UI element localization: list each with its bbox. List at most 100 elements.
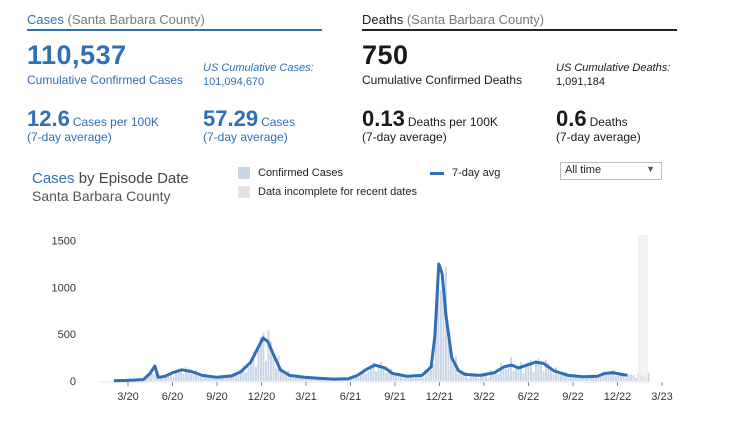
confirmed-bar [172,376,175,381]
confirmed-bar [635,378,637,381]
confirmed-bar [207,376,210,381]
confirmed-bar [480,373,482,381]
cases-avg-unit: Cases [261,115,296,129]
confirmed-bar [367,370,370,381]
confirmed-bar [582,375,585,381]
confirmed-bar [415,375,417,381]
x-tick-label: 12/20 [248,391,276,403]
confirmed-bar [522,372,525,381]
confirmed-bar [550,369,552,381]
legend-avg-line [430,172,444,175]
cases-title: Cases [27,12,64,27]
x-tick-label: 9/21 [384,391,405,403]
confirmed-bar [467,377,470,381]
cases-per100k-unit: Cases per 100K [72,115,159,129]
confirmed-bar [267,330,270,381]
confirmed-bar [572,375,575,381]
deaths-avg: 0.6 Deaths [556,107,628,134]
x-tick-label: 12/21 [426,391,454,403]
confirmed-bar [437,288,440,381]
confirmed-bar [610,371,612,381]
confirmed-bar [510,357,512,381]
confirmed-bar [585,375,587,381]
confirmed-bar [390,368,392,381]
confirmed-bar [602,371,605,381]
seven-day-avg-line [113,262,628,383]
cases-avg-sub: (7-day average) [203,130,288,144]
deaths-per100k-sub: (7-day average) [362,130,447,144]
chart-title-rest: by Episode Date [78,170,189,187]
confirmed-bar [165,376,167,381]
confirmed-bar [567,375,570,381]
confirmed-bar [605,375,607,381]
legend-confirmed-swatch [238,167,250,179]
confirmed-bar [350,378,352,381]
confirmed-bar [512,370,515,381]
legend-incomplete-swatch [238,186,250,198]
confirmed-bar [535,359,537,381]
confirmed-bar [245,372,247,381]
confirmed-bar [305,377,307,381]
confirmed-bar [290,376,292,381]
confirmed-bar [272,352,275,381]
confirmed-bar [180,371,182,381]
confirmed-bar [647,372,650,381]
confirmed-bar [247,366,250,381]
deaths-title: Deaths [362,12,404,27]
confirmed-bar [355,376,357,381]
confirmed-bar [147,375,150,381]
confirmed-bar [280,368,282,381]
confirmed-bar [495,373,497,381]
legend-confirmed-label: Confirmed Cases [258,167,343,179]
confirmed-bar [427,368,430,381]
deaths-avg-sub: (7-day average) [556,130,641,144]
confirmed-bar [515,368,517,381]
time-range-select[interactable]: All time ▼ [560,162,662,180]
confirmed-bar [395,375,397,381]
confirmed-bar [392,374,395,381]
confirmed-bar [627,374,630,381]
incomplete-data-region [638,235,648,381]
confirmed-bar [237,375,240,381]
cases-per100k: 12.6 Cases per 100K [27,107,159,134]
deaths-total: 750 [362,40,409,70]
confirmed-bar [387,368,390,381]
cases-chart: 0 500 1000 1500 3/20 6/20 9/20 12/20 3/21 6/21 9/2… [52,235,673,403]
confirmed-bar [302,377,305,381]
confirmed-bar [382,366,385,381]
us-cases-label: US Cumulative Cases: [203,62,314,74]
confirmed-bar [612,369,615,381]
confirmed-bar [475,373,477,381]
confirmed-bar [405,376,407,381]
confirmed-bar [490,370,492,381]
confirmed-bar [407,374,410,381]
confirmed-bar [620,372,622,381]
y-tick-label: 1500 [52,236,76,248]
confirmed-bar [462,372,465,381]
cases-per100k-sub: (7-day average) [27,130,112,144]
confirmed-bar [282,372,285,381]
confirmed-bar [360,373,362,381]
confirmed-bar [195,369,197,381]
confirmed-bar [225,376,227,381]
chart-subtitle: Santa Barbara County [32,188,171,204]
confirmed-bar [187,369,190,381]
confirmed-bar [417,374,420,381]
confirmed-bar [625,377,627,381]
confirmed-bar [615,376,617,381]
confirmed-bar [450,351,452,381]
confirmed-bar [377,366,380,381]
confirmed-bar [410,375,412,381]
confirmed-bar [492,372,495,381]
chart-title-accent: Cases [32,170,75,187]
confirmed-bar [357,376,360,381]
confirmed-bar [372,362,375,381]
confirmed-bar [177,368,180,381]
confirmed-bar [260,337,262,381]
confirmed-bar [275,368,277,381]
confirmed-bar [500,362,502,381]
confirmed-bar [470,374,472,381]
y-tick-label: 500 [58,329,76,341]
cases-rule [27,29,322,31]
confirmed-bar [575,374,577,381]
